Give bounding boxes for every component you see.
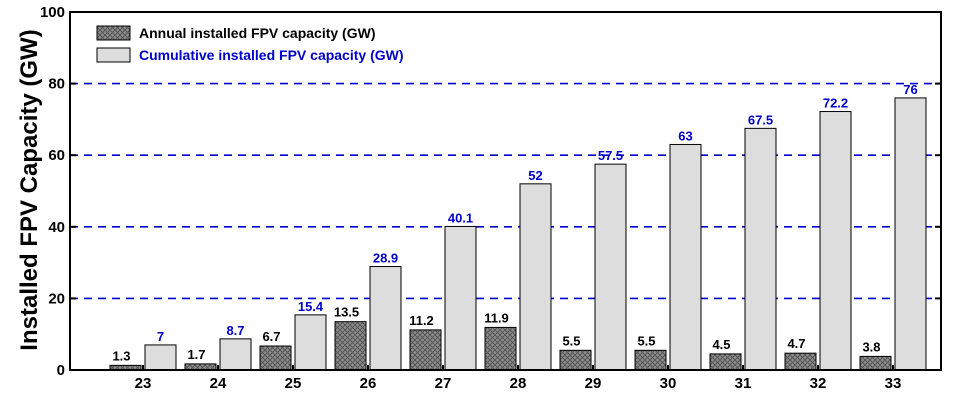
annual-data-label: 5.5: [562, 333, 580, 348]
cumulative-data-label: 76: [903, 82, 917, 97]
annual-data-label: 5.5: [637, 333, 655, 348]
x-tick-label: 31: [735, 375, 752, 392]
x-tick-label: 24: [210, 375, 227, 392]
x-tick-label: 26: [360, 375, 377, 392]
bars-layer: [109, 97, 927, 371]
x-tick-label: 27: [435, 375, 452, 392]
legend-label-annual: Annual installed FPV capacity (GW): [139, 25, 375, 41]
y-tick-label: 40: [48, 219, 65, 236]
cumulative-bar: [819, 111, 852, 371]
cumulative-bar: [519, 183, 552, 371]
x-tick-label: 28: [510, 375, 527, 392]
plot-frame: [69, 11, 942, 371]
cumulative-bar: [144, 344, 177, 371]
annual-data-label: 1.3: [112, 348, 130, 363]
cumulative-bar: [294, 314, 327, 371]
annual-data-label: 4.5: [712, 337, 730, 352]
y-axis-title: Installed FPV Capacity (GW): [16, 29, 43, 350]
grid-layer: [70, 82, 941, 300]
cumulative-data-label: 63: [678, 128, 692, 143]
cumulative-bar: [594, 163, 627, 371]
cumulative-data-label: 72.2: [823, 96, 848, 111]
x-tick-label: 30: [660, 375, 677, 392]
cumulative-data-label: 52: [528, 168, 542, 183]
annual-bar: [409, 329, 442, 371]
cumulative-data-label: 57.5: [598, 148, 623, 163]
y-tick-label: 60: [48, 147, 65, 164]
annual-data-label: 11.2: [409, 313, 434, 328]
x-tick-label: 25: [285, 375, 302, 392]
y-tick-label: 100: [40, 4, 65, 21]
cumulative-bar: [744, 127, 777, 371]
annual-data-label: 13.5: [334, 305, 359, 320]
y-tick-label: 0: [57, 362, 65, 379]
annual-data-label: 6.7: [262, 329, 280, 344]
annual-data-label: 4.7: [787, 336, 805, 351]
annual-bar: [484, 326, 517, 371]
cumulative-data-label: 28.9: [373, 251, 398, 266]
cumulative-data-label: 7: [157, 329, 164, 344]
annual-data-label: 3.8: [862, 339, 880, 354]
cumulative-bar: [894, 97, 927, 371]
annual-bar: [709, 353, 742, 371]
x-tick-label: 23: [135, 375, 152, 392]
annual-data-label: 1.7: [187, 347, 205, 362]
legend-label-cumulative: Cumulative installed FPV capacity (GW): [139, 47, 404, 63]
annual-bar: [859, 355, 892, 371]
legend-swatch-annual: [96, 25, 131, 41]
annual-bar: [784, 352, 817, 371]
y-tick-label: 80: [48, 76, 65, 93]
cumulative-bar: [369, 266, 402, 371]
annual-bar: [559, 349, 592, 371]
data-labels-layer: 1.3 7 1.7 8.7 6.7 15.4 13.5 28.9 11.2 40.1 11.9 52 5…: [112, 82, 917, 363]
cumulative-bar: [669, 143, 702, 371]
cumulative-bar: [444, 225, 477, 371]
x-tick-label: 33: [885, 375, 902, 392]
cumulative-data-label: 15.4: [298, 299, 324, 314]
cumulative-bar: [219, 338, 252, 371]
cumulative-data-label: 67.5: [748, 112, 773, 127]
legend: Annual installed FPV capacity (GW) Cumula…: [96, 25, 404, 63]
x-tick-label: 29: [585, 375, 602, 392]
annual-bar: [634, 349, 667, 371]
cumulative-data-label: 40.1: [448, 210, 473, 225]
annual-data-label: 11.9: [484, 310, 509, 325]
cumulative-data-label: 8.7: [226, 323, 244, 338]
legend-swatch-cumulative: [96, 47, 131, 63]
y-tick-label: 20: [48, 290, 65, 307]
annual-bar: [259, 345, 292, 371]
x-tick-label: 32: [810, 375, 827, 392]
annual-bar: [334, 321, 367, 371]
axes-layer: 23 24 25 26 27 28 29 30 31 32 33 0 20 40 60 80 100: [40, 4, 942, 392]
